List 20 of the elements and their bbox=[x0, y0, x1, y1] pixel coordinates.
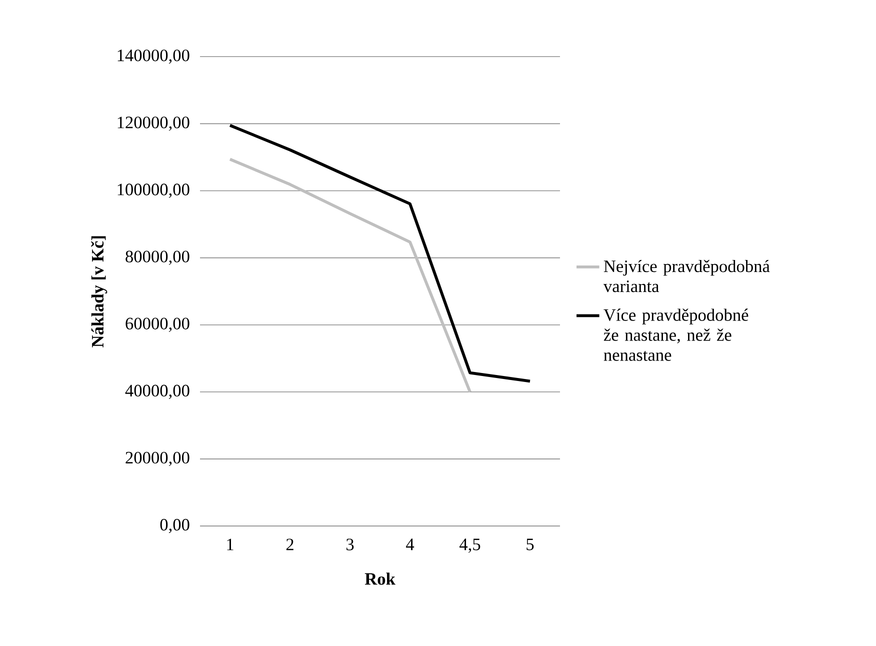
y-tick-label: 40000,00 bbox=[125, 384, 190, 399]
x-axis-title: Rok bbox=[364, 572, 396, 585]
x-tick-label: 4,5 bbox=[460, 538, 480, 553]
y-tick-label: 140000,00 bbox=[118, 50, 190, 64]
y-tick-label: 100000,00 bbox=[118, 184, 190, 198]
y-tick-label: 120000,00 bbox=[118, 116, 190, 131]
y-tick-label: 20000,00 bbox=[126, 452, 190, 466]
x-tick-label: 3 bbox=[346, 538, 354, 550]
legend-label: Nejvíce pravděpodobná varianta bbox=[603, 260, 770, 292]
line-series bbox=[228, 158, 472, 394]
x-tick-label: 1 bbox=[227, 538, 234, 550]
y-tick-label: 80000,00 bbox=[126, 250, 190, 265]
x-tick-label: 5 bbox=[526, 538, 534, 550]
y-tick-label: 0,00 bbox=[160, 518, 190, 534]
y-tick-label: 60000,00 bbox=[126, 318, 190, 332]
x-tick-label: 4 bbox=[406, 538, 414, 550]
x-tick-label: 2 bbox=[286, 538, 294, 550]
legend-label: Více pravděpodobné že nastane, než že nenastane bbox=[604, 308, 748, 361]
line-series bbox=[228, 124, 532, 383]
y-axis-title: Náklady [v Kč] bbox=[91, 236, 108, 348]
